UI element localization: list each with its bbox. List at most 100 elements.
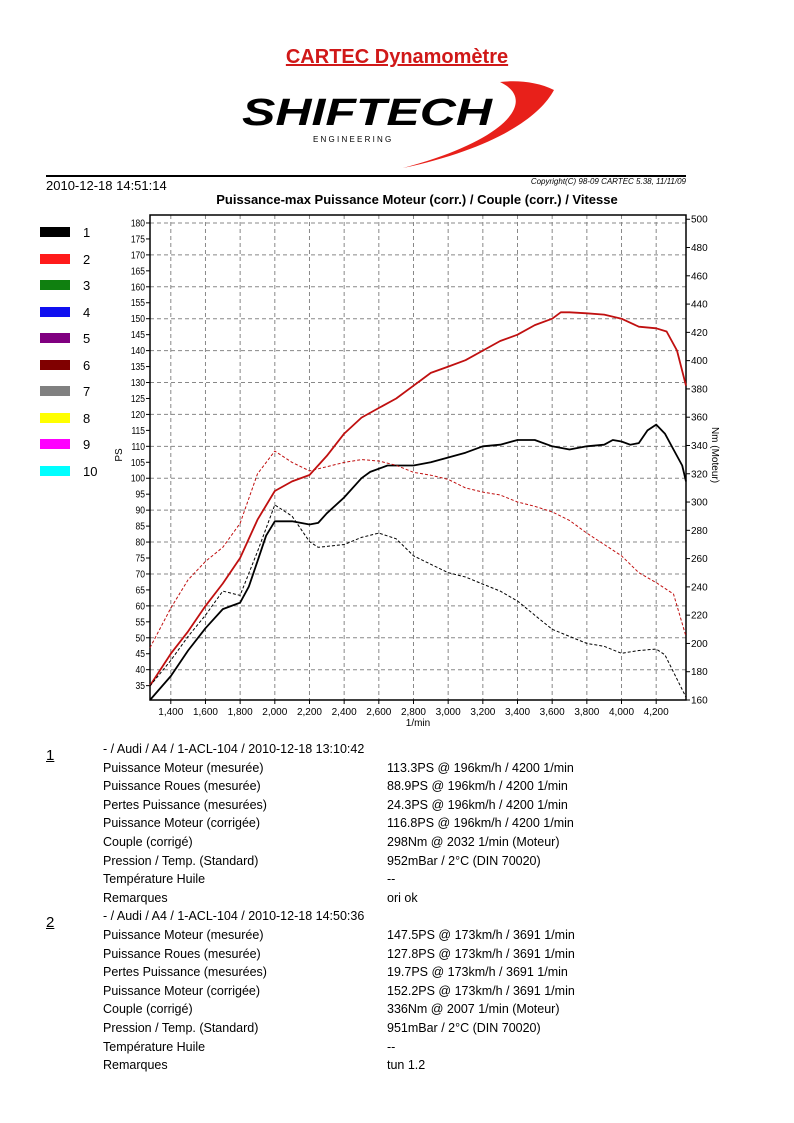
- legend-label: 7: [83, 384, 91, 399]
- x-tick-label: 2,600: [366, 707, 391, 718]
- x-tick-label: 1,600: [193, 707, 218, 718]
- y2-tick-label: 300: [691, 498, 708, 509]
- x-tick-label: 2,800: [401, 707, 426, 718]
- result-label: Puissance Roues (mesurée): [103, 946, 261, 961]
- y-tick-label: 125: [131, 393, 145, 404]
- logo-text: SHIFTECH: [242, 92, 494, 134]
- y2-tick-label: 360: [691, 413, 708, 424]
- run-header: - / Audi / A4 / 1-ACL-104 / 2010-12-18 1…: [103, 909, 365, 924]
- legend-label: 6: [83, 357, 91, 373]
- y-tick-label: 40: [136, 665, 145, 676]
- legend-swatch: [40, 412, 70, 423]
- y-tick-label: 45: [136, 649, 145, 660]
- y-tick-label: 85: [136, 521, 145, 532]
- logo-subtext: E N G I N E E R I N G: [313, 135, 391, 144]
- x-tick-label: 2,200: [297, 707, 322, 718]
- result-label: Puissance Moteur (mesurée): [103, 928, 264, 942]
- legend-item: 9: [40, 437, 130, 452]
- result-value: 24.3PS @ 196km/h / 4200 1/min: [387, 797, 568, 812]
- result-label: Pression / Temp. (Standard): [103, 853, 259, 868]
- y2-tick-label: 320: [691, 469, 708, 480]
- y2-axis-label: Nm (Moteur): [709, 427, 720, 483]
- legend-swatch: [40, 253, 70, 264]
- legend-swatch: [40, 227, 70, 237]
- y2-tick-label: 160: [691, 696, 708, 707]
- result-value: 951mBar / 2°C (DIN 70020): [387, 1021, 541, 1035]
- y2-tick-label: 400: [691, 356, 708, 367]
- y-tick-label: 130: [131, 377, 145, 388]
- x-tick-label: 2,000: [262, 707, 287, 718]
- chart-title: Puissance-max Puissance Moteur (corr.) /…: [216, 192, 618, 207]
- report-date: 2010-12-18 14:51:14: [46, 178, 167, 193]
- legend-label: 4: [83, 304, 91, 320]
- y-tick-label: 155: [131, 298, 145, 309]
- legend-item: 7: [40, 384, 130, 399]
- legend-label: 2: [83, 251, 91, 267]
- legend-label: 9: [83, 437, 91, 452]
- series-line: [149, 450, 687, 648]
- run-number: 1: [46, 747, 55, 764]
- legend-item: 5: [40, 331, 130, 346]
- result-label: Couple (corrigé): [103, 1002, 193, 1017]
- legend-label: 1: [83, 225, 91, 240]
- dyno-chart: 35 40 45 50 55 60 65 70 75 80 85 90 95 100 105 110 115 12…: [114, 214, 720, 729]
- result-label: Puissance Roues (mesurée): [103, 779, 261, 794]
- legend-item: 8: [40, 410, 130, 426]
- result-value: 336Nm @ 2007 1/min (Moteur): [387, 1002, 560, 1017]
- result-value: 113.3PS @ 196km/h / 4200 1/min: [387, 760, 574, 775]
- y2-tick-label: 420: [691, 328, 708, 339]
- result-label: Remarques: [103, 890, 168, 905]
- y-tick-label: 35: [136, 681, 145, 692]
- x-tick-label: 3,800: [574, 707, 599, 718]
- legend-swatch: [40, 465, 70, 476]
- series-line: [149, 423, 687, 701]
- y-tick-label: 145: [131, 330, 145, 341]
- plot-frame: [149, 214, 687, 701]
- header-rule: [46, 175, 686, 177]
- y-tick-label: 90: [136, 505, 145, 516]
- result-value: 127.8PS @ 173km/h / 3691 1/min: [387, 946, 575, 961]
- x-tick-label: 3,000: [436, 707, 461, 718]
- y-tick-label: 150: [131, 314, 145, 325]
- y-tick-label: 120: [131, 409, 145, 420]
- shiftech-logo: SHIFTECH E N G I N E E R I N G: [238, 80, 568, 180]
- run-number: 2: [46, 914, 55, 932]
- series-line: [149, 504, 687, 698]
- x-tick-label: 3,600: [540, 707, 565, 718]
- y-tick-label: 115: [131, 425, 145, 436]
- y-tick-label: 100: [131, 473, 145, 484]
- y2-tick-label: 260: [691, 554, 708, 565]
- y2-tick-label: 500: [691, 215, 708, 226]
- y-tick-label: 160: [131, 282, 145, 293]
- result-value: 19.7PS @ 173km/h / 3691 1/min: [387, 965, 568, 980]
- result-value: tun 1.2: [387, 1058, 426, 1073]
- legend-label: 5: [83, 331, 91, 346]
- y-axis-label: PS: [114, 448, 125, 462]
- y-tick-label: 175: [131, 234, 145, 245]
- y-tick-label: 65: [136, 585, 145, 596]
- legend-item: 1: [40, 225, 130, 240]
- y2-tick-label: 220: [691, 611, 708, 622]
- result-label: Puissance Moteur (mesurée): [103, 760, 264, 775]
- result-label: Pertes Puissance (mesurées): [103, 965, 267, 980]
- y-tick-label: 75: [136, 553, 145, 564]
- legend-item: 4: [40, 304, 130, 320]
- legend-label: 10: [83, 463, 98, 479]
- legend-swatch: [40, 280, 70, 290]
- result-value: 147.5PS @ 173km/h / 3691 1/min: [387, 928, 575, 942]
- result-label: Pression / Temp. (Standard): [103, 1021, 259, 1035]
- result-value: --: [387, 872, 396, 887]
- result-value: --: [387, 1039, 396, 1054]
- x-tick-label: 3,200: [470, 707, 495, 718]
- y2-tick-label: 440: [691, 300, 708, 311]
- legend-swatch: [40, 333, 70, 343]
- y2-tick-label: 200: [691, 639, 708, 650]
- y2-tick-label: 180: [691, 667, 708, 678]
- x-tick-label: 4,200: [644, 707, 669, 718]
- y2-tick-label: 480: [691, 243, 708, 254]
- result-label: Couple (corrigé): [103, 835, 193, 849]
- legend-item: 6: [40, 357, 130, 373]
- legend-label: 8: [83, 410, 91, 426]
- run-header: - / Audi / A4 / 1-ACL-104 / 2010-12-18 1…: [103, 742, 365, 756]
